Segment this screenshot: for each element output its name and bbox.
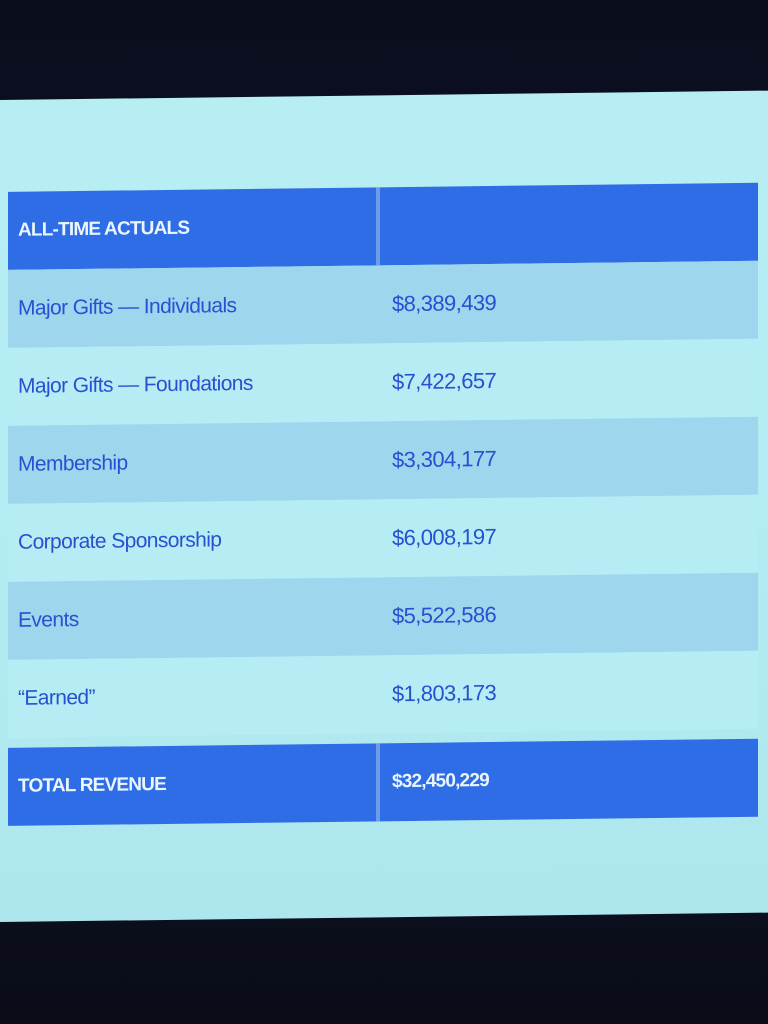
row-value: $1,803,173 (392, 679, 497, 707)
row-value: $3,304,177 (392, 445, 497, 473)
row-label: Corporate Sponsorship (18, 528, 222, 554)
total-label: TOTAL REVENUE (8, 743, 380, 826)
row-value: $5,522,586 (392, 601, 497, 629)
header-label-cell: ALL-TIME ACTUALS (8, 187, 380, 270)
table-row: Corporate Sponsorship $6,008,197 (8, 494, 758, 582)
row-label: Events (18, 608, 79, 632)
row-value: $8,389,439 (392, 289, 497, 317)
row-value: $7,422,657 (392, 367, 497, 395)
table-total-row: TOTAL REVENUE $32,450,229 (8, 738, 758, 826)
table-row: Major Gifts — Foundations $7,422,657 (8, 338, 758, 426)
table-row: “Earned” $1,803,173 (8, 650, 758, 738)
table-row: Membership $3,304,177 (8, 416, 758, 504)
table-row: Events $5,522,586 (8, 572, 758, 660)
total-value: $32,450,229 (392, 770, 489, 793)
row-label: Major Gifts — Individuals (18, 294, 237, 320)
table-header-row: ALL-TIME ACTUALS (8, 182, 758, 270)
projection-screen: ALL-TIME ACTUALS Major Gifts — Individua… (0, 90, 768, 923)
revenue-table: ALL-TIME ACTUALS Major Gifts — Individua… (8, 182, 758, 826)
row-label: “Earned” (18, 685, 95, 710)
row-label: Membership (18, 451, 128, 476)
row-label: Major Gifts — Foundations (18, 371, 253, 398)
table-row: Major Gifts — Individuals $8,389,439 (8, 260, 758, 348)
row-value: $6,008,197 (392, 523, 497, 551)
header-value-cell (380, 183, 758, 266)
